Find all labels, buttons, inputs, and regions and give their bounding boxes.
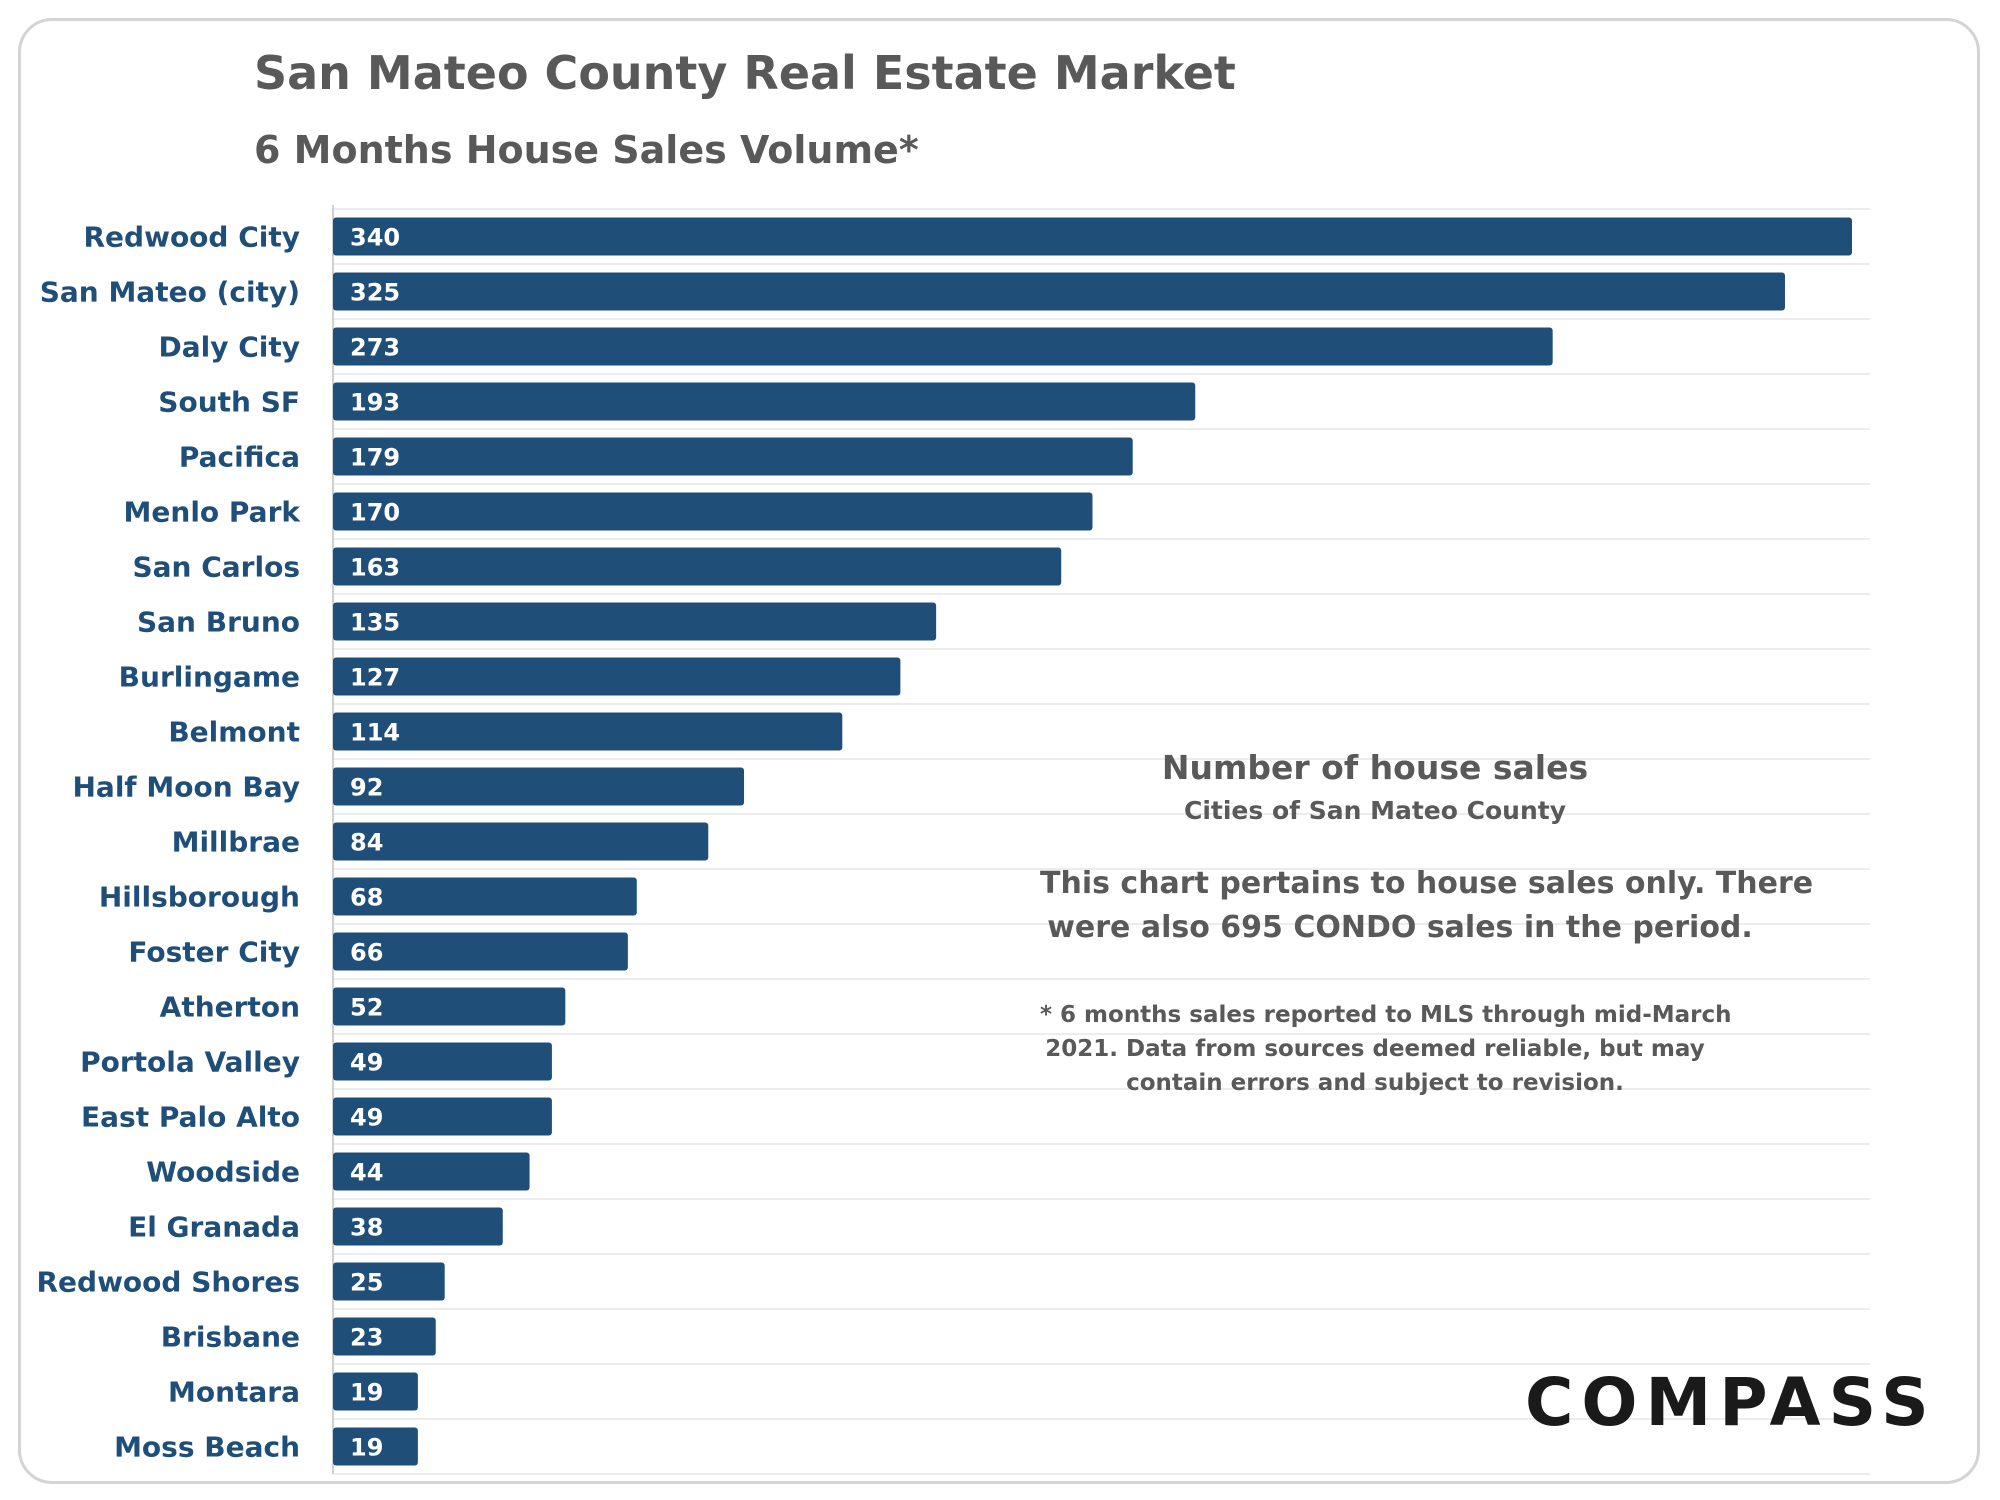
category-label: Pacifica <box>179 441 300 474</box>
bar-value-label: 19 <box>350 1379 383 1407</box>
bar-value-label: 179 <box>350 444 400 472</box>
category-label: Moss Beach <box>114 1431 300 1464</box>
bar-value-label: 92 <box>350 774 383 802</box>
footnote-line-3: contain errors and subject to revision. <box>1126 1070 1624 1096</box>
annotation-heading: Number of house sales <box>1161 748 1589 787</box>
bar-value-label: 38 <box>350 1214 383 1242</box>
category-label: Half Moon Bay <box>73 771 301 804</box>
bar-value-label: 19 <box>350 1434 383 1462</box>
bar-value-label: 49 <box>350 1049 383 1077</box>
bar <box>333 932 628 971</box>
category-label: East Palo Alto <box>81 1101 300 1134</box>
category-label: South SF <box>158 386 300 419</box>
footnote-line-1: * 6 months sales reported to MLS through… <box>1040 1002 1732 1028</box>
bar-value-label: 25 <box>350 1269 383 1297</box>
category-label: Portola Valley <box>80 1046 300 1079</box>
footnote-line-2: 2021. Data from sources deemed reliable,… <box>1045 1036 1705 1062</box>
bar-value-label: 135 <box>350 609 400 637</box>
category-label: Daly City <box>158 331 300 364</box>
annotation-note-line-1: This chart pertains to house sales only.… <box>1040 866 1814 901</box>
bar <box>333 1152 530 1191</box>
bar <box>333 492 1093 531</box>
chart-subtitle: 6 Months House Sales Volume* <box>254 128 919 172</box>
bar <box>333 822 709 861</box>
category-label: Menlo Park <box>124 496 302 529</box>
category-label: San Carlos <box>133 551 301 584</box>
category-label: Millbrae <box>172 826 300 859</box>
category-label: Atherton <box>160 991 300 1024</box>
bar <box>333 987 566 1026</box>
bar <box>333 1262 445 1301</box>
bar-value-label: 163 <box>350 554 400 582</box>
bar <box>333 547 1062 586</box>
bar <box>333 1042 552 1081</box>
annotation-note-line-2: were also 695 CONDO sales in the period. <box>1047 910 1753 945</box>
category-label: Hillsborough <box>99 881 300 914</box>
bar-value-label: 127 <box>350 664 400 692</box>
bar-value-label: 49 <box>350 1104 383 1132</box>
chart-title: San Mateo County Real Estate Market <box>254 46 1236 100</box>
bar <box>333 657 901 696</box>
bar-value-label: 52 <box>350 994 383 1022</box>
bar <box>333 767 745 806</box>
category-label: Woodside <box>146 1156 300 1189</box>
bar <box>333 272 1785 311</box>
bar <box>333 327 1553 366</box>
bar <box>333 1207 503 1246</box>
bar <box>333 877 637 916</box>
category-label: El Granada <box>128 1211 300 1244</box>
footnote: * 6 months sales reported to MLS through… <box>1040 998 1732 1100</box>
annotation-subheading: Cities of San Mateo County <box>1183 796 1566 825</box>
bar-value-label: 114 <box>350 719 400 747</box>
bar-value-label: 325 <box>350 279 400 307</box>
bar <box>333 1317 436 1356</box>
compass-logo: COMPASS <box>1525 1364 1937 1441</box>
category-label: Belmont <box>168 716 300 749</box>
category-label: San Bruno <box>137 606 300 639</box>
category-label: Foster City <box>128 936 300 969</box>
bar <box>333 1372 418 1411</box>
bar-value-label: 170 <box>350 499 400 527</box>
bar <box>333 1427 418 1466</box>
category-label: Brisbane <box>161 1321 300 1354</box>
category-label: Redwood Shores <box>36 1266 300 1299</box>
annotation-note: This chart pertains to house sales only.… <box>1040 862 1814 950</box>
bar-value-label: 68 <box>350 884 383 912</box>
category-label: Montara <box>168 1376 300 1409</box>
bar <box>333 437 1133 476</box>
bar-value-label: 273 <box>350 334 400 362</box>
bar-value-label: 44 <box>350 1159 383 1187</box>
bar <box>333 602 937 641</box>
bar-value-label: 84 <box>350 829 383 857</box>
bar <box>333 382 1196 421</box>
bar-value-label: 23 <box>350 1324 383 1352</box>
bar-value-label: 340 <box>350 224 400 252</box>
category-label: Burlingame <box>119 661 300 694</box>
category-label: Redwood City <box>83 221 300 254</box>
category-label: San Mateo (city) <box>40 276 300 309</box>
bar <box>333 712 843 751</box>
bar-value-label: 66 <box>350 939 383 967</box>
bar <box>333 1097 552 1136</box>
bar <box>333 217 1852 256</box>
bar-value-label: 193 <box>350 389 400 417</box>
